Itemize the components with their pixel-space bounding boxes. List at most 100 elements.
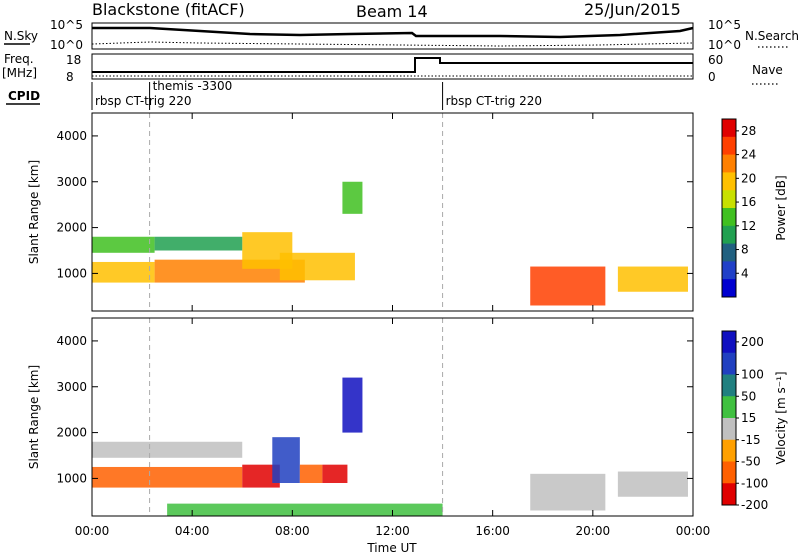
- colorbar-swatch: [722, 418, 736, 441]
- x-axis: 00:00 04:00 08:00 12:00 16:00 20:00 00:00: [75, 113, 711, 538]
- heatmap-cell: [342, 377, 363, 433]
- colorbar-swatch: [722, 119, 736, 138]
- beam-title: Beam 14: [356, 2, 428, 21]
- y-tick-label: 4000: [56, 129, 87, 143]
- colorbar-swatch: [722, 439, 736, 462]
- x-tick-label: 00:00: [676, 524, 711, 538]
- x-tick-label: 08:00: [275, 524, 310, 538]
- x-tick-label: 00:00: [75, 524, 110, 538]
- colorbar-swatch: [722, 243, 736, 262]
- colorbar-swatch: [722, 190, 736, 209]
- heatmap-cell: [617, 471, 688, 497]
- colorbar-tick-label: 24: [741, 148, 756, 162]
- heatmap-cell: [279, 252, 355, 281]
- colorbar-tick-label: 4: [741, 266, 749, 280]
- nsky-tick-top: 10^5: [50, 18, 83, 32]
- x-axis-label: Time UT: [366, 541, 417, 554]
- nave-label: Nave: [752, 63, 783, 77]
- cpid-segment-label: rbsp CT-trig 220: [446, 94, 542, 108]
- colorbar-swatch: [722, 261, 736, 280]
- y-tick-label: 1000: [56, 266, 87, 280]
- colorbar-tick-label: -100: [741, 476, 768, 490]
- colorbar-swatch: [722, 172, 736, 191]
- nsky-tick-bottom: 10^0: [50, 38, 83, 52]
- colorbar-tick-label: 20: [741, 171, 756, 185]
- colorbar-tick-label: 16: [741, 195, 756, 209]
- heatmap-cell: [617, 266, 688, 292]
- colorbar-tick-label: 28: [741, 124, 756, 138]
- nsky-panel-frame: [91, 22, 694, 50]
- power-panel: 1000 2000 3000 4000 Slant Range [km] 4 8 12 16 20…: [27, 112, 788, 312]
- nsky-line: [92, 26, 694, 39]
- colorbar-swatch: [722, 154, 736, 173]
- velocity-panel: 1000 2000 3000 4000 Slant Range [km] 200 100 50…: [27, 317, 788, 517]
- heatmap-cell: [92, 261, 155, 283]
- y-axis-label: Slant Range [km]: [27, 365, 41, 469]
- colorbar-swatch: [722, 374, 736, 397]
- cpid-segment-label: rbsp CT-trig 220: [95, 94, 191, 108]
- colorbar-swatch: [722, 225, 736, 245]
- colorbar-tick-label: -50: [741, 455, 761, 469]
- nsearch-tick-top: 10^5: [708, 18, 741, 32]
- cpid-segment-label: themis -3300: [153, 79, 233, 93]
- heatmap-cell: [272, 437, 300, 483]
- y-tick-label: 2000: [56, 221, 87, 235]
- freq-tick-top: 18: [66, 53, 81, 67]
- nsearch-tick-bottom: 10^0: [708, 38, 741, 52]
- heatmap-cell: [242, 464, 280, 488]
- colorbar-swatch: [722, 136, 736, 156]
- x-tick-label: 04:00: [175, 524, 210, 538]
- heatmap-cell: [154, 236, 243, 251]
- heatmap-cell: [530, 473, 606, 511]
- heatmap-cell: [342, 181, 363, 214]
- freq-line: [92, 57, 693, 73]
- freq-label: Freq.: [4, 52, 34, 66]
- date-title: 25/Jun/2015: [584, 0, 681, 19]
- colorbar-tick-label: 200: [741, 335, 764, 349]
- freq-panel-frame: [91, 53, 694, 80]
- colorbar-tick-label: 12: [741, 219, 756, 233]
- heatmap-cell: [167, 503, 443, 516]
- colorbar-swatch: [722, 331, 736, 354]
- colorbar-tick-label: 100: [741, 368, 764, 382]
- heatmap-cell: [530, 266, 606, 306]
- heatmap-cell: [299, 464, 323, 483]
- freq-unit: [MHz]: [2, 66, 37, 80]
- colorbar-label: Velocity [m s⁻¹]: [774, 371, 788, 464]
- colorbar-swatch: [722, 461, 736, 484]
- nave-tick-bottom: 0: [708, 70, 716, 84]
- heatmap-cell: [92, 236, 155, 253]
- nsearch-label: N.Search: [745, 29, 799, 43]
- colorbar-tick-label: 8: [741, 243, 749, 257]
- x-tick-label: 12:00: [375, 524, 410, 538]
- colorbar-frame: [721, 118, 737, 298]
- heatmap-cell: [92, 466, 243, 488]
- colorbar-swatch: [722, 352, 736, 375]
- y-tick-label: 1000: [56, 471, 87, 485]
- heatmap-cell: [92, 441, 243, 458]
- nsky-label: N.Sky: [4, 29, 38, 43]
- x-tick-label: 16:00: [475, 524, 510, 538]
- colorbar-swatch: [722, 483, 736, 506]
- cpid-label: CPID: [8, 89, 40, 103]
- freq-tick-bottom: 8: [66, 70, 74, 84]
- colorbar-tick-label: 15: [741, 411, 756, 425]
- y-tick-label: 2000: [56, 426, 87, 440]
- colorbar-swatch: [722, 279, 736, 298]
- colorbar-tick-label: -200: [741, 498, 768, 512]
- nave-tick-top: 60: [708, 53, 723, 67]
- y-tick-label: 3000: [56, 380, 87, 394]
- y-tick-label: 3000: [56, 175, 87, 189]
- colorbar-tick-label: -15: [741, 433, 761, 447]
- colorbar-swatch: [722, 208, 736, 227]
- nsearch-line: [91, 41, 694, 47]
- heatmap-cell: [322, 464, 348, 483]
- colorbar-swatch: [722, 396, 736, 419]
- colorbar-label: Power [dB]: [774, 175, 788, 240]
- colorbar-tick-label: 50: [741, 389, 756, 403]
- y-tick-label: 4000: [56, 334, 87, 348]
- y-axis-label: Slant Range [km]: [27, 160, 41, 264]
- x-tick-label: 20:00: [576, 524, 611, 538]
